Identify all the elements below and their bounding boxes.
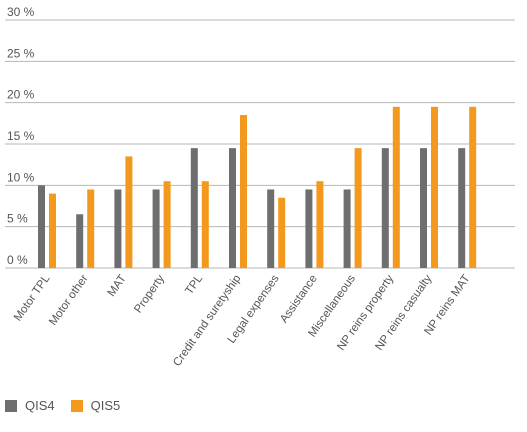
bar-qis5-7 [316,181,324,268]
y-tick-label-0: 0 % [7,253,28,267]
legend-swatch-qis5 [70,399,83,412]
bar-qis5-6 [278,197,286,268]
y-tick-label-5: 25 % [7,46,35,60]
bar-qis5-9 [392,106,400,268]
bar-qis4-7 [305,189,313,268]
bar-qis5-11 [469,106,477,268]
bar-qis4-11 [458,148,466,268]
legend-swatch-qis4 [5,399,17,412]
y-tick-label-4: 20 % [7,88,35,102]
bar-qis4-2 [114,189,122,268]
legend-item-qis4: QIS4 [5,398,55,413]
bar-qis4-5 [229,148,236,268]
legend-label-qis4: QIS4 [25,398,55,413]
x-tick-label-1: Motor other [47,273,91,328]
bar-qis5-2 [125,156,133,268]
bar-qis5-4 [201,181,209,268]
bar-chart: 0 % 5 % 10 % 15 % 20 % 25 % 30 % Motor TPLMotor… [5,5,515,369]
legend: QIS4 QIS5 [5,398,136,413]
bar-qis5-8 [354,148,362,268]
x-tick-label-0: Motor TPL [12,272,53,323]
bar-qis4-10 [420,148,427,268]
x-tick-label-2: MAT [106,273,129,299]
bar-qis5-0 [49,193,56,268]
bar-qis4-3 [152,189,160,268]
y-tick-label-6: 30 % [7,5,35,19]
y-tick-label-2: 10 % [7,170,35,184]
bar-qis4-8 [343,189,351,268]
y-tick-label-1: 5 % [7,212,28,226]
bar-qis4-4 [190,148,198,268]
x-tick-label-5: Credit and suretyship [171,273,243,369]
x-tick-label-4: TPL [183,272,205,297]
legend-item-qis5: QIS5 [70,398,121,413]
x-tick-label-7: Assistance [278,273,320,325]
bar-qis5-5 [240,115,247,268]
bar-qis4-6 [267,189,275,268]
bar-qis4-9 [381,148,389,268]
y-tick-label-3: 15 % [7,129,35,143]
bar-qis5-3 [163,181,171,268]
bar-qis4-0 [38,185,45,268]
x-tick-label-3: Property [132,273,167,316]
bar-qis4-1 [76,214,84,268]
legend-label-qis5: QIS5 [90,398,121,413]
bar-qis5-10 [431,106,438,268]
bar-qis5-1 [87,189,95,268]
